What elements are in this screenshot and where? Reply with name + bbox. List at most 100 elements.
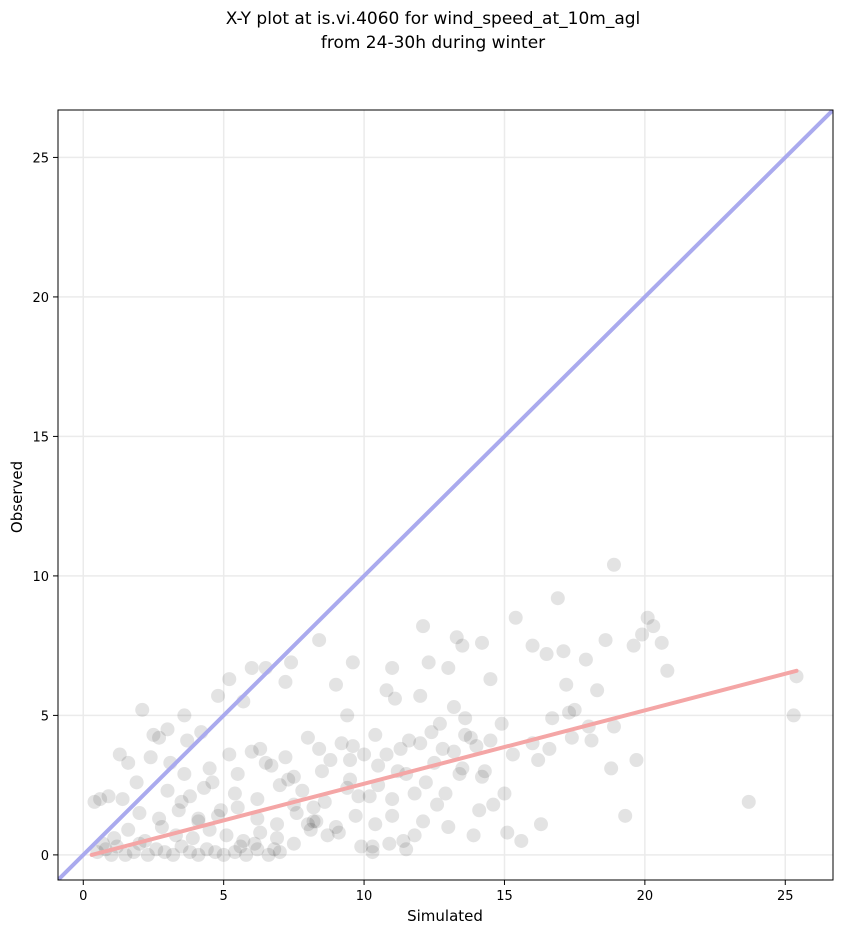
scatter-point xyxy=(629,753,644,768)
scatter-point xyxy=(786,708,801,723)
scatter-point xyxy=(550,591,565,606)
scatter-point xyxy=(303,822,318,837)
scatter-point xyxy=(368,817,383,832)
scatter-point xyxy=(348,808,363,823)
scatter-point xyxy=(458,727,473,742)
scatter-point xyxy=(393,741,408,756)
scatter-point xyxy=(286,769,301,784)
scatter-point xyxy=(399,842,414,857)
scatter-point xyxy=(441,660,456,675)
scatter-point xyxy=(368,727,383,742)
scatter-point xyxy=(469,739,484,754)
scatter-point xyxy=(107,831,122,846)
scatter-point xyxy=(222,672,237,687)
scatter-point xyxy=(101,789,116,804)
scatter-point xyxy=(284,655,299,670)
plot-frame xyxy=(57,109,834,881)
x-tick-label: 20 xyxy=(637,889,654,904)
scatter-point xyxy=(343,772,358,787)
scatter-point xyxy=(244,744,259,759)
y-axis-label: Observed xyxy=(8,461,26,533)
scatter-point xyxy=(146,727,161,742)
scatter-point xyxy=(455,761,470,776)
scatter-point xyxy=(182,789,197,804)
scatter-point xyxy=(199,842,214,857)
scatter-point xyxy=(174,794,189,809)
x-tick-label: 5 xyxy=(220,889,228,904)
scatter-point xyxy=(191,811,206,826)
scatter-point xyxy=(222,747,237,762)
scatter-point xyxy=(171,803,186,818)
scatter-point xyxy=(278,674,293,689)
scatter-point xyxy=(455,638,470,653)
scatter-point xyxy=(211,688,226,703)
scatter-point xyxy=(340,708,355,723)
scatter-point xyxy=(87,794,102,809)
scatter-point xyxy=(531,753,546,768)
scatter-point xyxy=(626,638,641,653)
scatter-point xyxy=(598,633,613,648)
scatter-point xyxy=(300,817,315,832)
scatter-point xyxy=(312,633,327,648)
y-tick-label: 0 xyxy=(41,849,49,864)
scatter-point xyxy=(244,660,259,675)
scatter-point xyxy=(505,747,520,762)
scatter-point xyxy=(567,702,582,717)
scatter-point xyxy=(449,630,464,645)
scatter-point xyxy=(343,753,358,768)
scatter-point xyxy=(357,747,372,762)
scatter-point xyxy=(126,845,141,860)
scatter-point xyxy=(250,842,265,857)
scatter-point xyxy=(135,702,150,717)
scatter-point xyxy=(118,847,133,862)
identity-line xyxy=(58,110,833,880)
data-layer xyxy=(58,110,833,880)
scatter-point xyxy=(230,766,245,781)
scatter-point xyxy=(177,766,192,781)
scatter-point xyxy=(149,842,164,857)
scatter-point xyxy=(500,825,515,840)
scatter-point xyxy=(646,619,661,634)
scatter-point xyxy=(385,808,400,823)
scatter-point xyxy=(416,814,431,829)
scatter-point xyxy=(562,705,577,720)
scatter-point xyxy=(272,845,287,860)
scatter-point xyxy=(545,711,560,726)
scatter-point xyxy=(295,783,310,798)
scatter-point xyxy=(345,655,360,670)
scatter-point xyxy=(472,803,487,818)
scatter-point xyxy=(331,825,346,840)
scatter-point xyxy=(328,677,343,692)
scatter-point xyxy=(216,847,231,862)
scatter-point xyxy=(286,836,301,851)
scatter-point xyxy=(458,711,473,726)
scatter-point xyxy=(421,655,436,670)
scatter-point xyxy=(180,733,195,748)
scatter-point xyxy=(385,792,400,807)
scatter-point xyxy=(452,766,467,781)
scatter-point xyxy=(407,786,422,801)
scatter-point xyxy=(219,828,234,843)
scatter-point xyxy=(494,716,509,731)
scatter-point xyxy=(475,769,490,784)
scatter-point xyxy=(416,619,431,634)
scatter-point xyxy=(227,845,242,860)
scatter-point xyxy=(152,730,167,745)
scatter-point xyxy=(430,797,445,812)
scatter-point xyxy=(177,708,192,723)
scatter-point xyxy=(654,635,669,650)
scatter-point xyxy=(328,819,343,834)
scatter-point xyxy=(590,683,605,698)
scatter-point xyxy=(121,755,136,770)
scatter-point xyxy=(508,610,523,625)
scatter-point xyxy=(660,663,675,678)
scatter-point xyxy=(152,811,167,826)
scatter-point xyxy=(140,847,155,862)
scatter-point xyxy=(497,786,512,801)
scatter-point xyxy=(317,794,332,809)
scatter-point xyxy=(635,627,650,642)
scatter-point xyxy=(446,744,461,759)
scatter-point xyxy=(741,794,756,809)
scatter-point xyxy=(556,644,571,659)
scatter-point xyxy=(143,750,158,765)
